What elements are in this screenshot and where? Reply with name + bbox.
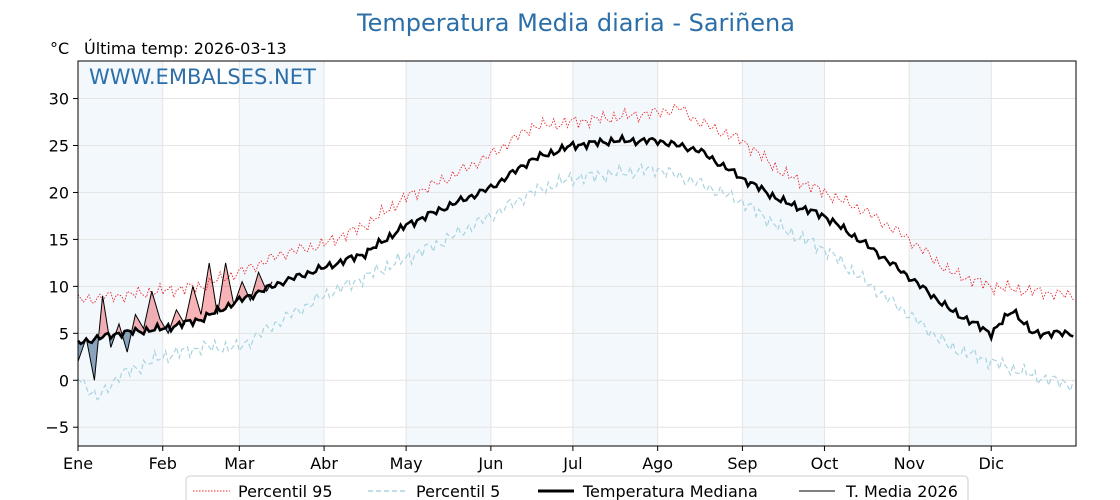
x-tick-label: Oct (811, 454, 839, 473)
fill-below-median (87, 335, 99, 381)
legend: Percentil 95 Percentil 5 Temperatura Med… (185, 475, 969, 500)
month-shade (239, 61, 325, 446)
legend-2026-label: T. Media 2026 (845, 482, 958, 500)
y-tick-label: 20 (49, 183, 69, 202)
x-tick-label: May (390, 454, 423, 473)
month-shade (909, 61, 992, 446)
y-tick-label: 10 (49, 277, 69, 296)
month-shading (78, 61, 992, 446)
y-tick-label: −5 (45, 418, 69, 437)
y-tick-label: 5 (59, 324, 69, 343)
x-axis: Ene Feb Mar Abr May Jun Jul Ago Sep Oct Nov Dic (63, 446, 1004, 473)
x-tick-label: Ago (642, 454, 673, 473)
watermark-text: WWW.EMBALSES.NET (89, 65, 316, 89)
chart-title: Temperatura Media diaria - Sariñena (356, 9, 795, 37)
y-tick-label: 15 (49, 230, 69, 249)
series-line-p5 (77, 162, 1074, 401)
fill-above-median (251, 272, 266, 299)
legend-p95-label: Percentil 95 (238, 482, 333, 500)
legend-p5-label: Percentil 5 (416, 482, 500, 500)
legend-box (185, 475, 969, 500)
series-line-p95 (77, 103, 1074, 304)
series-lines (77, 103, 1074, 401)
x-tick-label: Nov (894, 454, 925, 473)
last-temp-label: Última temp: 2026-03-13 (84, 39, 287, 58)
x-tick-label: Ene (63, 454, 93, 473)
x-tick-label: Feb (149, 454, 177, 473)
y-tick-label: 0 (59, 371, 69, 390)
plot-frame (77, 60, 1077, 447)
x-tick-label: Abr (310, 454, 338, 473)
y-tick-label: 25 (49, 137, 69, 156)
month-shade (78, 61, 163, 446)
fill-below-median (123, 330, 132, 353)
y-tick-label: 30 (49, 90, 69, 109)
month-shade (742, 61, 825, 446)
unit-label: °C (50, 39, 69, 58)
month-shade (406, 61, 491, 446)
series-line-median (77, 132, 1074, 346)
grid-lines (77, 61, 1076, 446)
x-tick-label: Jun (477, 454, 503, 473)
month-shade (572, 61, 658, 446)
x-tick-label: Jul (562, 454, 582, 473)
x-tick-label: Mar (224, 454, 255, 473)
fill-above-median (186, 262, 217, 326)
y-axis: −5 0 5 10 15 20 25 30 (45, 90, 78, 437)
legend-median-label: Temperatura Mediana (582, 482, 758, 500)
fill-above-median (218, 262, 233, 312)
x-tick-label: Sep (727, 454, 757, 473)
series-line-2026 (77, 262, 273, 381)
x-tick-label: Dic (978, 454, 1004, 473)
